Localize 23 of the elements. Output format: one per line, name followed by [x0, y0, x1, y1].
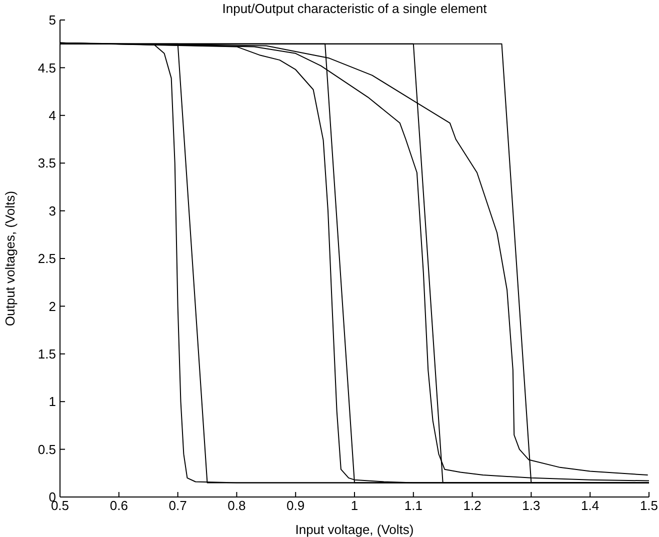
y-tick-label: 0.5	[38, 442, 56, 457]
x-tick-label: 1.1	[404, 498, 422, 514]
y-tick-label: 2	[48, 298, 56, 314]
x-tick-label: 1.5	[640, 498, 658, 514]
x-tick-label: 0.8	[228, 498, 246, 514]
y-tick-label: 1.5	[38, 346, 56, 362]
x-tick-label: 1.4	[581, 498, 600, 514]
y-tick-label: 2.5	[38, 251, 56, 266]
y-axis-title: Output voltages, (Volts)	[2, 190, 18, 326]
chart-title: Input/Output characteristic of a single element	[221, 1, 488, 16]
x-tick-label: 0.7	[168, 498, 187, 514]
y-tick-label: 3.5	[38, 156, 56, 171]
x-tick-label: 1.2	[463, 498, 482, 514]
x-tick-label: 0.9	[286, 498, 305, 514]
y-tick-label: 5	[48, 12, 56, 28]
y-tick-label: 1	[48, 394, 56, 410]
x-tick-label: 1	[350, 498, 358, 514]
x-axis-title: Input voltage, (Volts)	[295, 522, 414, 537]
x-tick-label: 0.6	[110, 498, 128, 514]
y-tick-label: 4	[48, 108, 56, 124]
x-tick-label: 1.3	[522, 498, 540, 514]
y-tick-label: 3	[48, 203, 56, 218]
y-tick-label: 4.5	[38, 60, 56, 76]
